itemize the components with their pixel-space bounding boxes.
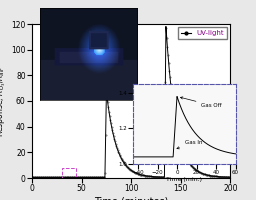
Text: Gas In: Gas In: [177, 140, 202, 149]
Legend: UV-light: UV-light: [178, 27, 227, 39]
Text: Gas Off: Gas Off: [180, 97, 222, 108]
Y-axis label: Response, $R_{O_3}/R_{air}$: Response, $R_{O_3}/R_{air}$: [0, 65, 8, 137]
X-axis label: Time (min.): Time (min.): [166, 177, 202, 182]
X-axis label: Time (minutes): Time (minutes): [94, 196, 168, 200]
